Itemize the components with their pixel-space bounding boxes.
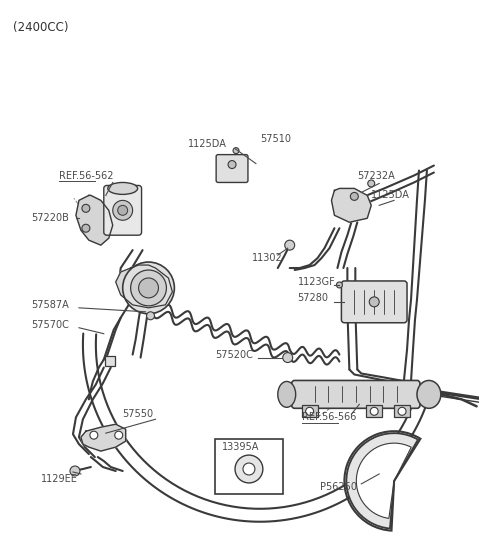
Text: 57587A: 57587A [31,300,69,310]
Bar [394,405,410,417]
Ellipse shape [278,381,296,408]
Circle shape [369,297,379,307]
Bar [366,405,382,417]
Text: 1129EE: 1129EE [41,474,78,484]
FancyBboxPatch shape [341,281,407,323]
Circle shape [70,466,80,476]
Ellipse shape [123,262,174,314]
Circle shape [113,200,132,220]
Circle shape [82,205,90,212]
Text: 57550: 57550 [123,409,154,420]
Wedge shape [347,433,418,528]
Text: REF.56-566: REF.56-566 [301,412,356,422]
Bar [301,405,318,417]
Circle shape [336,282,342,288]
Circle shape [233,148,239,154]
Circle shape [82,224,90,232]
Text: 13395A: 13395A [222,442,260,452]
Circle shape [115,431,123,439]
Circle shape [243,463,255,475]
Circle shape [368,180,375,187]
Text: 57570C: 57570C [31,320,69,330]
Ellipse shape [139,278,158,298]
Circle shape [285,240,295,250]
Polygon shape [116,265,172,308]
Ellipse shape [131,270,167,306]
Text: 1125DA: 1125DA [188,138,227,149]
Text: 57510: 57510 [260,133,291,144]
Text: 57520C: 57520C [215,350,253,359]
Text: P56250: P56250 [320,482,357,492]
Text: 57220B: 57220B [31,213,69,223]
Text: 1123GF: 1123GF [298,277,336,287]
Circle shape [228,161,236,168]
Text: 11302: 11302 [252,253,283,263]
Circle shape [118,205,128,216]
Polygon shape [76,195,113,245]
Bar [105,356,115,365]
Circle shape [90,431,98,439]
FancyBboxPatch shape [104,185,142,235]
Circle shape [350,193,358,200]
Text: 1125DA: 1125DA [371,190,410,200]
FancyBboxPatch shape [216,155,248,183]
Polygon shape [332,188,371,222]
Circle shape [235,455,263,483]
Circle shape [146,312,155,320]
Ellipse shape [108,183,138,194]
Wedge shape [356,443,411,519]
Circle shape [398,408,406,415]
Polygon shape [81,424,126,451]
Circle shape [283,353,293,363]
Text: (2400CC): (2400CC) [13,21,69,34]
Circle shape [370,408,378,415]
Ellipse shape [417,381,441,408]
Text: REF.56-562: REF.56-562 [59,171,114,181]
Circle shape [306,408,313,415]
Bar [215,439,283,494]
Text: 57280: 57280 [298,293,329,303]
FancyBboxPatch shape [292,381,420,408]
Text: 57232A: 57232A [357,171,395,181]
